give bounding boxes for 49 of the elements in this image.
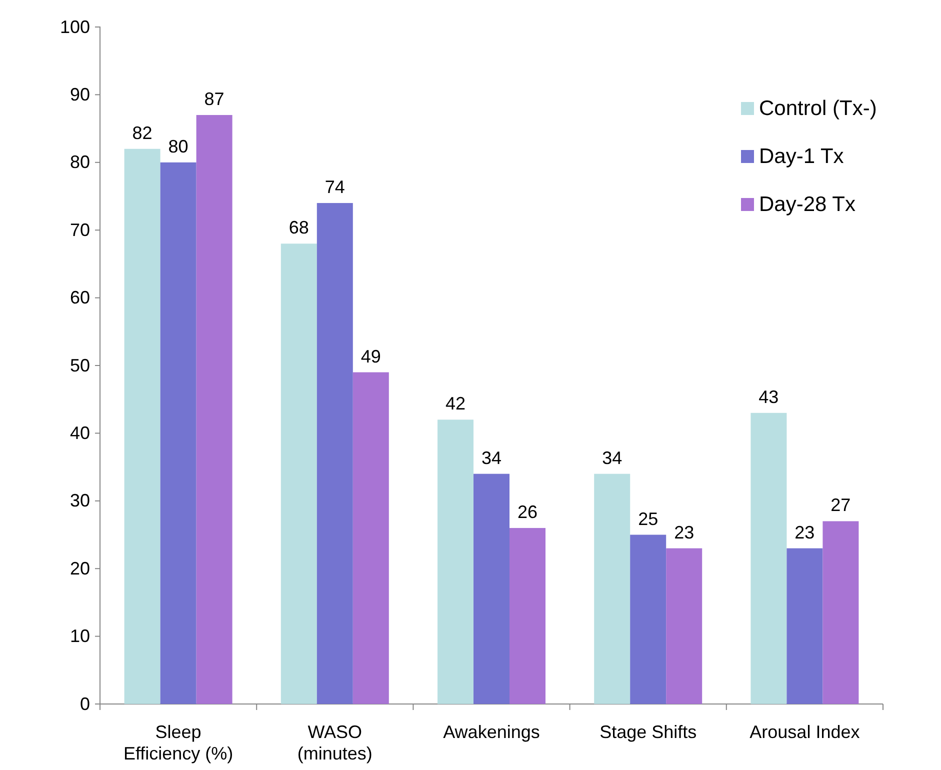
bar [786,548,823,704]
data-label: 74 [324,177,345,198]
data-label: 23 [674,522,694,542]
data-label: 43 [758,386,779,407]
data-label: 25 [638,508,658,529]
bar [160,162,196,704]
bar [750,412,787,704]
x-tick-label: WASO (minutes) [297,722,372,764]
bar [510,528,546,704]
data-label: 34 [602,448,622,468]
legend-label: Control (Tx-) [759,97,877,120]
y-tick-label: 50 [70,355,90,376]
bar [196,115,232,704]
bar [594,474,630,704]
y-tick-label: 40 [70,422,90,443]
data-label: 27 [830,495,851,516]
data-label: 26 [517,502,538,522]
x-tick-label: Sleep Efficiency (%) [123,722,234,764]
bar [474,474,510,704]
bar [316,203,353,704]
y-tick-label: 80 [70,152,90,172]
data-label: 82 [132,122,152,143]
y-tick-label: 20 [70,558,90,578]
data-label: 23 [794,522,815,542]
y-tick-label: 0 [80,694,90,714]
x-tick-label: Arousal Index [750,722,860,742]
bar [438,420,474,704]
x-tick-label: Stage Shifts [600,722,697,742]
bar [280,244,317,704]
y-tick-label: 90 [70,84,90,104]
y-tick-label: 100 [60,16,90,37]
y-tick-label: 60 [70,288,90,308]
data-label: 80 [168,136,188,156]
bar [124,148,160,704]
bar [822,521,859,704]
data-label: 42 [445,394,466,414]
data-label: 49 [360,346,381,366]
bar [352,372,389,704]
legend-label: Day-1 Tx [759,145,844,168]
bar [630,534,666,704]
data-label: 87 [204,89,224,110]
data-label: 34 [481,448,502,468]
legend-label: Day-28 Tx [759,193,856,216]
y-tick-label: 10 [70,626,90,646]
bar [666,548,702,704]
y-tick-label: 30 [70,490,90,511]
x-tick-label: Awakenings [443,722,540,742]
data-label: 68 [288,218,309,238]
y-tick-label: 70 [70,220,90,240]
